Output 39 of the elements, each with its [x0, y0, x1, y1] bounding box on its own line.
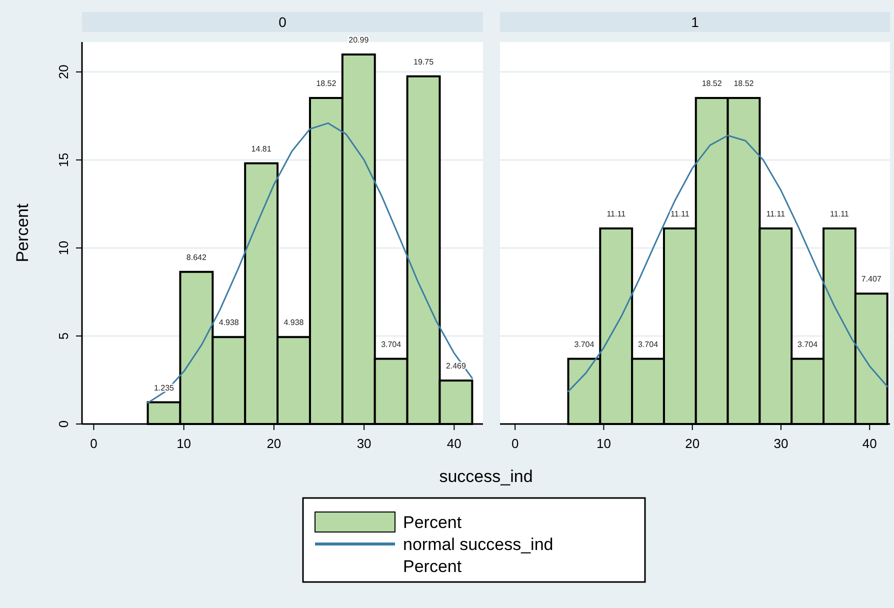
data-label: 14.81 [251, 144, 272, 154]
data-label: 4.938 [218, 318, 240, 328]
data-label: 11.11 [766, 209, 786, 218]
x-tick-label: 20 [685, 436, 700, 451]
x-tick-label: 10 [176, 436, 192, 451]
y-tick-label: 0 [56, 420, 71, 428]
data-label: 18.52 [316, 78, 337, 88]
x-axis-title: success_ind [439, 467, 533, 486]
x-tick-label: 10 [596, 436, 611, 451]
data-label: 18.52 [702, 78, 722, 88]
data-label: 11.11 [830, 209, 850, 218]
data-label: 7.407 [861, 274, 882, 284]
data-label: 18.52 [734, 78, 754, 88]
y-tick-label: 20 [56, 64, 71, 80]
data-label: 3.704 [574, 340, 595, 349]
x-tick-label: 40 [446, 436, 462, 451]
y-tick-label: 5 [56, 332, 71, 340]
legend-label: Percent [403, 513, 462, 532]
x-tick-label: 0 [511, 436, 519, 451]
data-label: 3.704 [638, 340, 659, 349]
y-tick-label: 10 [56, 240, 71, 256]
data-label: 11.11 [670, 209, 690, 218]
x-tick-label: 0 [90, 436, 98, 451]
legend-label: normal success_ind Percent [403, 535, 554, 576]
chart-title: 1 [691, 14, 700, 30]
x-tick-label: 30 [356, 436, 372, 451]
chart-title: 0 [278, 14, 287, 30]
data-label: 8.642 [186, 252, 207, 262]
x-tick-label: 30 [774, 436, 788, 451]
x-tick-label: 20 [266, 436, 282, 451]
data-label: 19.75 [414, 57, 434, 66]
data-label: 20.99 [348, 36, 370, 44]
data-label: 4.938 [284, 318, 304, 328]
y-axis-title: Percent [13, 203, 32, 262]
data-label: 11.11 [606, 209, 626, 218]
data-label: 3.704 [381, 340, 402, 349]
data-label: 3.704 [798, 340, 818, 349]
y-tick-label: 15 [56, 152, 71, 168]
x-tick-label: 40 [862, 436, 877, 451]
